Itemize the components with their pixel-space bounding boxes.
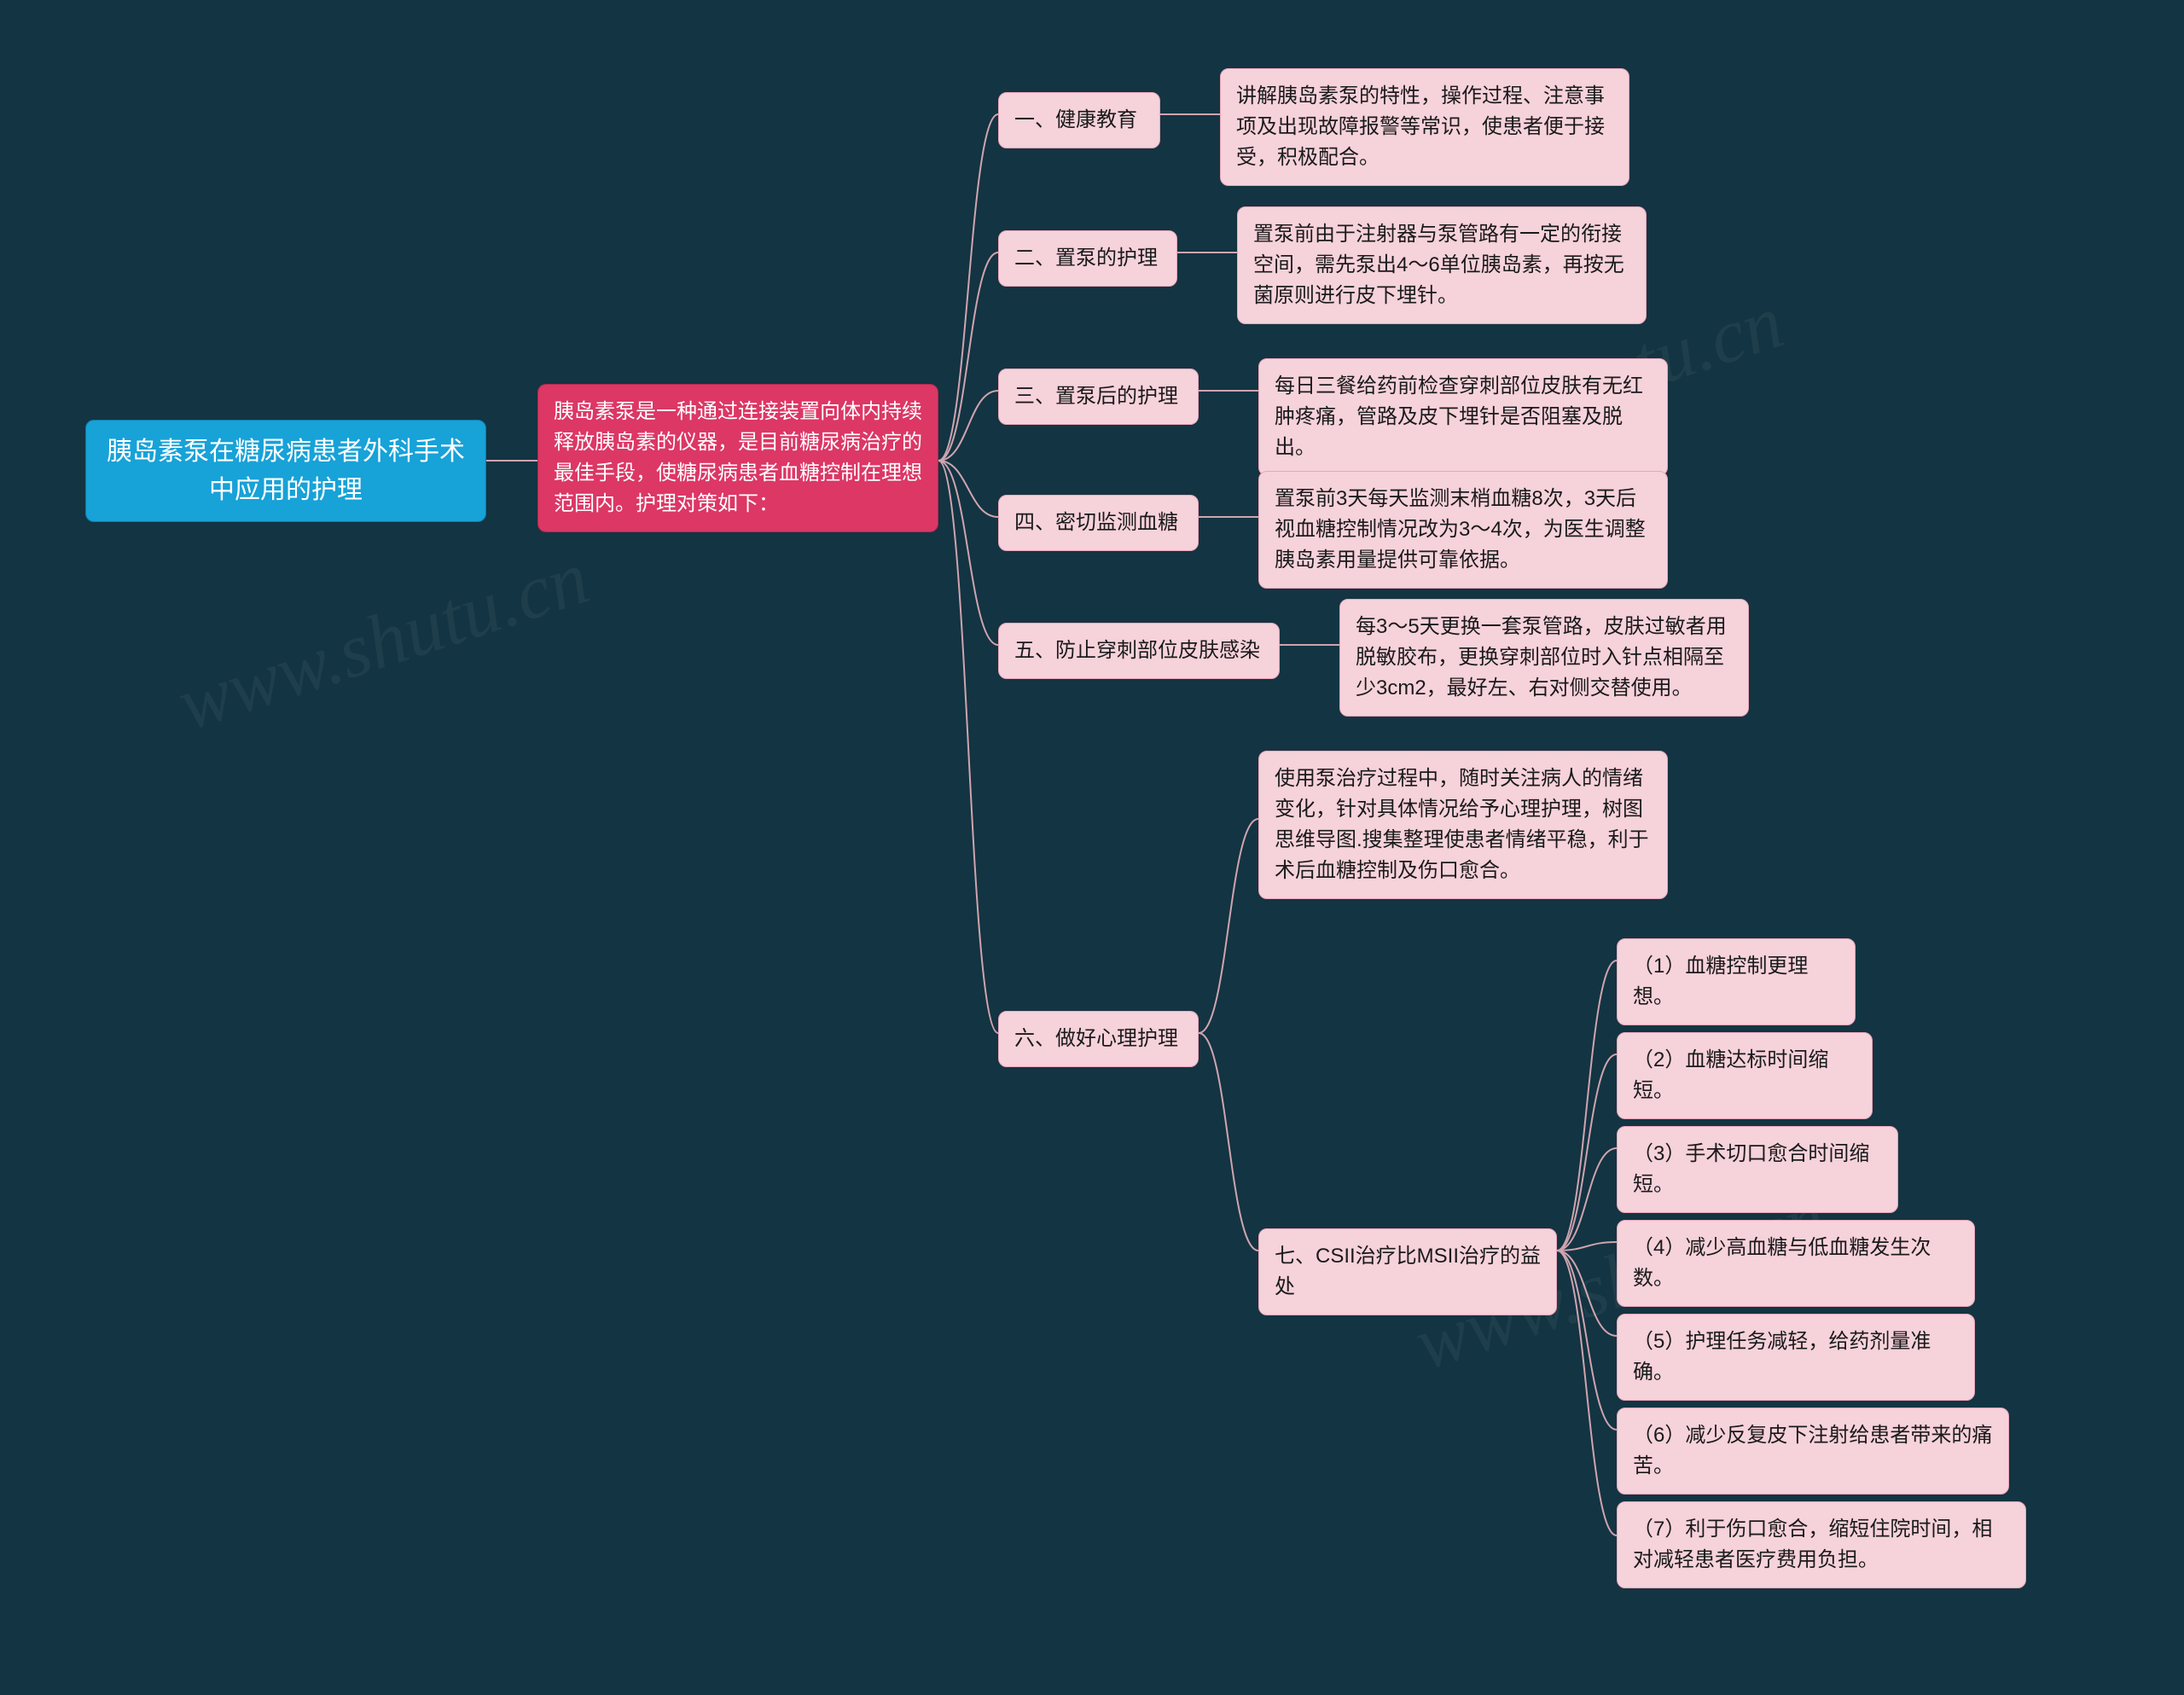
branch-4-label-text: 四、密切监测血糖: [1014, 511, 1178, 534]
branch-6-detail: 使用泵治疗过程中，随时关注病人的情绪变化，针对具体情况给予心理护理，树图思维导图…: [1258, 751, 1668, 899]
branch-6-detail-text: 使用泵治疗过程中，随时关注病人的情绪变化，针对具体情况给予心理护理，树图思维导图…: [1275, 767, 1649, 882]
branch-1-label-text: 一、健康教育: [1014, 108, 1137, 131]
branch-4-detail-text: 置泵前3天每天监测末梢血糖8次，3天后视血糖控制情况改为3～4次，为医生调整胰岛…: [1275, 487, 1646, 572]
subitem-2: （2）血糖达标时间缩短。: [1617, 1032, 1873, 1119]
subitem-2-text: （2）血糖达标时间缩短。: [1633, 1048, 1828, 1102]
subitem-7-text: （7）利于伤口愈合，缩短住院时间，相对减轻患者医疗费用负担。: [1633, 1518, 1992, 1571]
branch-3-label: 三、置泵后的护理: [998, 369, 1199, 425]
branch-7-label-text: 七、CSII治疗比MSII治疗的益处: [1275, 1245, 1541, 1298]
branch-1-label: 一、健康教育: [998, 92, 1160, 148]
branch-5-detail: 每3～5天更换一套泵管路，皮肤过敏者用脱敏胶布，更换穿刺部位时入针点相隔至少3c…: [1339, 599, 1749, 717]
subitem-4-text: （4）减少高血糖与低血糖发生次数。: [1633, 1236, 1931, 1290]
branch-1-detail-text: 讲解胰岛素泵的特性，操作过程、注意事项及出现故障报警等常识，使患者便于接受，积极…: [1236, 84, 1605, 169]
branch-2-label-text: 二、置泵的护理: [1014, 247, 1158, 270]
subitem-3-text: （3）手术切口愈合时间缩短。: [1633, 1142, 1869, 1196]
branch-6-label-text: 六、做好心理护理: [1014, 1027, 1178, 1050]
branch-2-detail-text: 置泵前由于注射器与泵管路有一定的衔接空间，需先泵出4～6单位胰岛素，再按无菌原则…: [1253, 223, 1624, 307]
root-label: 胰岛素泵在糖尿病患者外科手术中应用的护理: [107, 438, 465, 504]
watermark-1: www.shutu.cn: [167, 534, 599, 749]
branch-2-label: 二、置泵的护理: [998, 230, 1177, 287]
branch-5-label-text: 五、防止穿刺部位皮肤感染: [1014, 639, 1260, 662]
root-node: 胰岛素泵在糖尿病患者外科手术中应用的护理: [85, 420, 486, 522]
sub-label: 胰岛素泵是一种通过连接装置向体内持续释放胰岛素的仪器，是目前糖尿病治疗的最佳手段…: [554, 400, 922, 515]
branch-3-detail: 每日三餐给药前检查穿刺部位皮肤有无红肿疼痛，管路及皮下埋针是否阻塞及脱出。: [1258, 358, 1668, 476]
sub-node: 胰岛素泵是一种通过连接装置向体内持续释放胰岛素的仪器，是目前糖尿病治疗的最佳手段…: [537, 384, 938, 532]
subitem-6-text: （6）减少反复皮下注射给患者带来的痛苦。: [1633, 1424, 1992, 1477]
branch-6-label: 六、做好心理护理: [998, 1011, 1199, 1067]
subitem-5-text: （5）护理任务减轻，给药剂量准确。: [1633, 1330, 1931, 1384]
subitem-3: （3）手术切口愈合时间缩短。: [1617, 1126, 1898, 1213]
subitem-4: （4）减少高血糖与低血糖发生次数。: [1617, 1220, 1975, 1307]
branch-5-label: 五、防止穿刺部位皮肤感染: [998, 623, 1280, 679]
subitem-1: （1）血糖控制更理想。: [1617, 938, 1856, 1025]
branch-7-label: 七、CSII治疗比MSII治疗的益处: [1258, 1228, 1557, 1315]
branch-2-detail: 置泵前由于注射器与泵管路有一定的衔接空间，需先泵出4～6单位胰岛素，再按无菌原则…: [1237, 206, 1647, 324]
branch-4-label: 四、密切监测血糖: [998, 495, 1199, 551]
subitem-5: （5）护理任务减轻，给药剂量准确。: [1617, 1314, 1975, 1401]
branch-3-label-text: 三、置泵后的护理: [1014, 385, 1178, 408]
branch-5-detail-text: 每3～5天更换一套泵管路，皮肤过敏者用脱敏胶布，更换穿刺部位时入针点相隔至少3c…: [1356, 615, 1727, 699]
subitem-7: （7）利于伤口愈合，缩短住院时间，相对减轻患者医疗费用负担。: [1617, 1501, 2026, 1588]
branch-4-detail: 置泵前3天每天监测末梢血糖8次，3天后视血糖控制情况改为3～4次，为医生调整胰岛…: [1258, 471, 1668, 589]
branch-1-detail: 讲解胰岛素泵的特性，操作过程、注意事项及出现故障报警等常识，使患者便于接受，积极…: [1220, 68, 1629, 186]
subitem-1-text: （1）血糖控制更理想。: [1633, 955, 1808, 1008]
branch-3-detail-text: 每日三餐给药前检查穿刺部位皮肤有无红肿疼痛，管路及皮下埋针是否阻塞及脱出。: [1275, 374, 1643, 459]
subitem-6: （6）减少反复皮下注射给患者带来的痛苦。: [1617, 1408, 2009, 1495]
